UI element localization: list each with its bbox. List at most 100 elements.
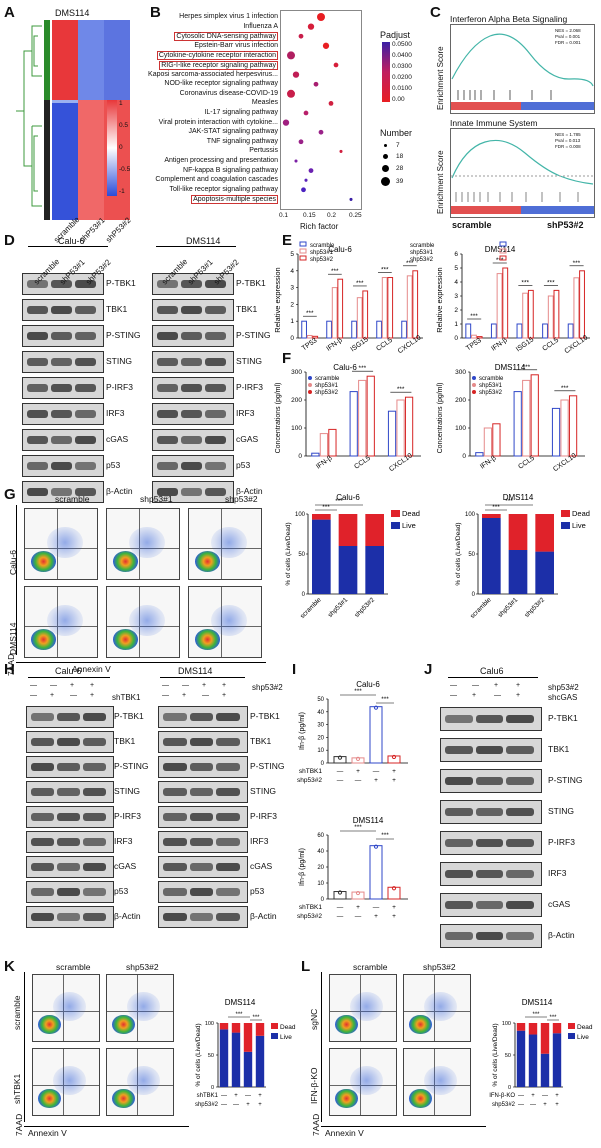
sign-row2: + bbox=[472, 692, 477, 699]
protein-label: P-TBK1 bbox=[106, 278, 136, 288]
cell-population bbox=[38, 1088, 62, 1109]
sign-row2: — bbox=[70, 692, 77, 699]
bar bbox=[412, 270, 419, 339]
bar bbox=[337, 278, 344, 339]
x-tick: ISG15 bbox=[349, 336, 369, 353]
blot-strip bbox=[440, 707, 542, 731]
blot-band bbox=[57, 888, 80, 896]
bar bbox=[553, 289, 560, 339]
legend-swatch bbox=[391, 522, 400, 529]
blot-band bbox=[27, 384, 48, 392]
significance: *** bbox=[505, 498, 513, 505]
blot-band bbox=[31, 813, 54, 821]
flow-plot bbox=[329, 1048, 397, 1116]
sign: + bbox=[555, 1102, 559, 1108]
legend-label: Dead bbox=[402, 509, 420, 518]
sign: + bbox=[392, 768, 396, 775]
blot-group-title: Calu-6 bbox=[55, 666, 82, 676]
blot-strip bbox=[158, 881, 248, 903]
bar bbox=[476, 336, 483, 339]
bar bbox=[527, 289, 534, 339]
panel-label-f: F bbox=[282, 350, 292, 367]
y-tick: 5 bbox=[454, 265, 458, 272]
flow-plot bbox=[106, 586, 180, 658]
flow-plot bbox=[403, 1048, 471, 1116]
y-tick: 0 bbox=[472, 592, 476, 598]
y-tick: 2 bbox=[454, 307, 458, 314]
protein-label: IRF3 bbox=[250, 836, 269, 846]
blot-band bbox=[216, 738, 240, 746]
y-tick: 40 bbox=[317, 710, 324, 716]
blot-band bbox=[163, 788, 187, 796]
significance: *** bbox=[381, 832, 389, 839]
blot-band bbox=[31, 888, 54, 896]
blot-strip bbox=[440, 831, 542, 855]
legend-swatch bbox=[308, 390, 312, 394]
bar bbox=[530, 374, 539, 457]
pathway-dot bbox=[298, 33, 304, 39]
chart-title: Calu-6 bbox=[328, 245, 352, 254]
y-tick: 100 bbox=[295, 512, 306, 518]
y-tick: 0 bbox=[302, 592, 306, 598]
x-tick: 0.1 bbox=[279, 212, 289, 219]
blot-group-title: DMS114 bbox=[178, 666, 213, 676]
sign-row1: + bbox=[90, 682, 95, 689]
sign: + bbox=[258, 1093, 262, 1099]
blot-band bbox=[205, 462, 226, 470]
legend-label: shp53#2 bbox=[310, 257, 334, 263]
legend-label: shp53#2 bbox=[315, 390, 339, 396]
protein-label: p53 bbox=[250, 886, 265, 896]
panel-label-i: I bbox=[292, 661, 297, 678]
size-tick: 39 bbox=[396, 178, 404, 185]
blot-strip bbox=[22, 481, 104, 503]
x-axis-title: Annexin V bbox=[72, 664, 111, 674]
y-axis-label: Concentrations (pg/ml) bbox=[437, 383, 444, 454]
significance: *** bbox=[521, 279, 529, 286]
live-bar bbox=[231, 1032, 241, 1087]
bar bbox=[542, 323, 548, 339]
legend-swatch bbox=[472, 390, 476, 394]
panel-label-g: G bbox=[4, 486, 16, 503]
blot-strip bbox=[158, 731, 248, 753]
bar bbox=[349, 391, 358, 457]
x-tick: 0.25 bbox=[349, 212, 362, 219]
bar bbox=[522, 379, 531, 457]
gsea-plot-2 bbox=[450, 128, 595, 218]
blot-band bbox=[506, 900, 534, 910]
dead-bar bbox=[338, 514, 358, 546]
padj-tick: 0.0500 bbox=[392, 41, 412, 48]
protein-label: cGAS bbox=[106, 434, 129, 444]
pathway-label: Cytokine-cytokine receptor interaction bbox=[156, 51, 278, 61]
blot-band bbox=[51, 306, 72, 314]
bar bbox=[573, 277, 580, 339]
flow-row-label: IFN-β-KO bbox=[309, 1067, 319, 1104]
pathway-label: Antigen processing and presentation bbox=[164, 157, 278, 164]
legend-swatch bbox=[271, 1033, 278, 1039]
flow-plot bbox=[24, 508, 98, 580]
gsea-stat: Pval = 0.001 bbox=[555, 34, 581, 39]
pathway-dot bbox=[307, 23, 315, 30]
blot-strip bbox=[440, 738, 542, 762]
blot-band bbox=[57, 788, 80, 796]
blot-band bbox=[181, 488, 202, 496]
blot-band bbox=[75, 436, 96, 444]
gsea-stat: NES = 1.785 bbox=[555, 132, 581, 137]
bar bbox=[567, 323, 574, 339]
y-tick: 0 bbox=[290, 335, 294, 342]
blot-band bbox=[75, 384, 96, 392]
blot-strip bbox=[152, 351, 234, 373]
live-bar bbox=[540, 1053, 550, 1087]
blot-band bbox=[181, 332, 202, 340]
legend-swatch bbox=[271, 1023, 278, 1029]
sign: — bbox=[221, 1093, 227, 1099]
panel-label-b: B bbox=[150, 4, 161, 21]
protein-label: TBK1 bbox=[236, 304, 258, 314]
x-tick: CXCL10 bbox=[563, 334, 589, 355]
legend-label: shp53#1 bbox=[479, 383, 503, 389]
sign: — bbox=[233, 1102, 239, 1108]
cell-population bbox=[112, 629, 138, 650]
blot-strip bbox=[158, 831, 248, 853]
blot-band bbox=[31, 913, 54, 921]
chart-title: Calu-6 bbox=[333, 363, 357, 372]
panel-label-l: L bbox=[301, 958, 311, 975]
